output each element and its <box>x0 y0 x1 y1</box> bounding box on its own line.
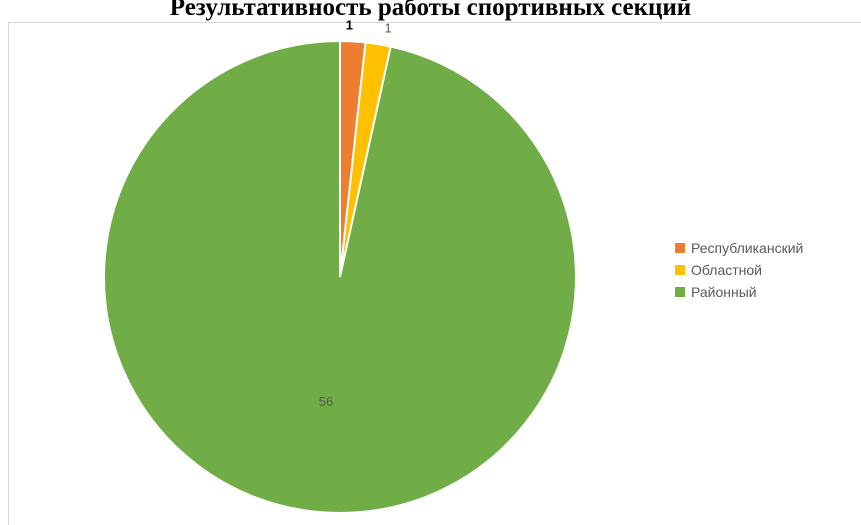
pie-slice-Районный <box>103 39 577 514</box>
chart-legend: Республиканский Областной Районный <box>675 238 803 304</box>
legend-swatch <box>675 242 685 253</box>
legend-label: Районный <box>691 283 757 300</box>
data-label-Районный: 56 <box>319 394 333 409</box>
legend-item-Областной: Областной <box>675 260 803 279</box>
data-label-Областной: 1 <box>385 20 392 35</box>
pie-slices <box>103 39 577 514</box>
chart-title: Результативность работы спортивных секци… <box>169 0 692 21</box>
legend-swatch <box>675 264 685 275</box>
legend-swatch <box>675 286 685 297</box>
chart-area <box>8 22 861 525</box>
data-label-Республиканский: 1 <box>346 17 353 32</box>
pie-data-labels: 1 1 56 <box>319 17 392 409</box>
legend-label: Республиканский <box>691 239 804 256</box>
legend-item-Республиканский: Республиканский <box>675 238 803 257</box>
legend-item-Районный: Районный <box>675 282 803 301</box>
legend-label: Областной <box>691 261 762 278</box>
